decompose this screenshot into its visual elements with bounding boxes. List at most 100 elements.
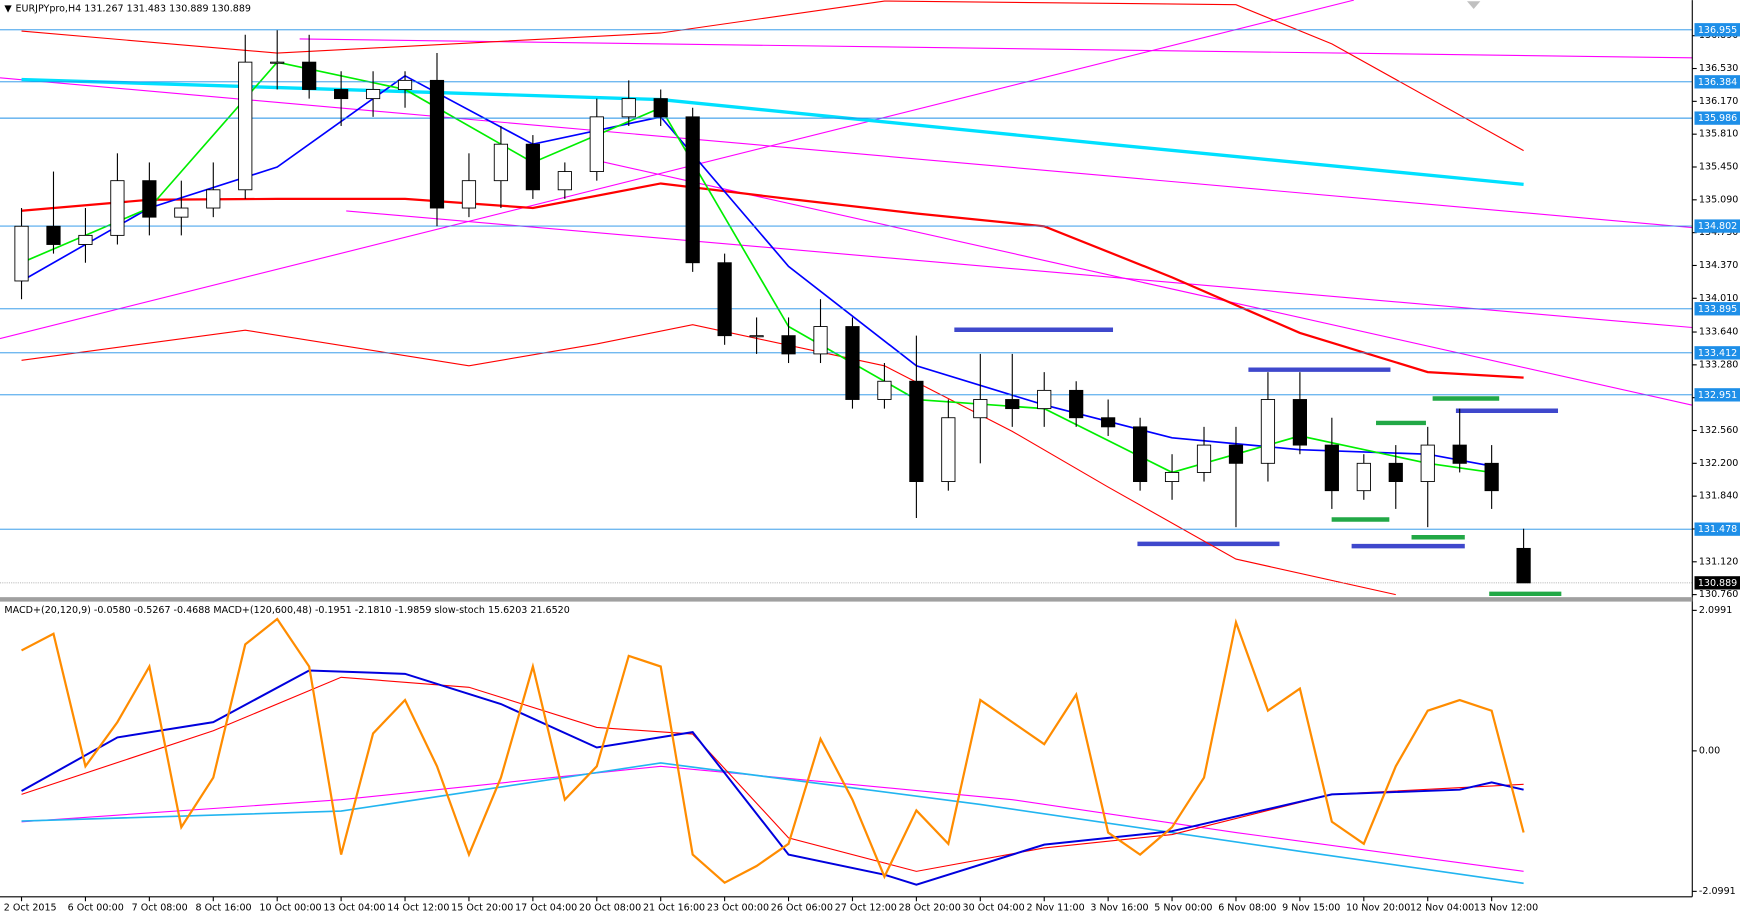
- y-tick-label: 2.0991: [1699, 605, 1732, 616]
- candle-body: [1388, 462, 1403, 483]
- level-label: 131.478: [1698, 524, 1737, 535]
- level-label: 136.955: [1698, 25, 1737, 36]
- y-tick-label: 131.840: [1699, 491, 1738, 502]
- level-label: 135.986: [1698, 113, 1737, 124]
- chart-title: EURJPYpro,H4 131.267 131.483 130.889 130…: [16, 4, 251, 15]
- candle-body: [973, 399, 988, 419]
- y-tick-label: 130.760: [1699, 589, 1738, 600]
- candle-body: [302, 61, 317, 90]
- candle-body: [685, 116, 700, 264]
- candle-body: [749, 335, 764, 338]
- candle-body: [429, 79, 445, 209]
- indicator-line: [21, 617, 1525, 885]
- x-tick-label: 30 Oct 04:00: [963, 902, 1025, 913]
- y-tick-label: 134.010: [1699, 293, 1738, 304]
- candle-body: [845, 326, 860, 400]
- candle-body: [1164, 471, 1180, 483]
- indicator-line: [21, 676, 1524, 872]
- candle-body: [1356, 462, 1371, 492]
- candle-body: [270, 61, 285, 64]
- indicator-title: MACD+(20,120,9) -0.0580 -0.5267 -0.4688 …: [4, 605, 569, 616]
- level-label-box: [1694, 111, 1740, 125]
- x-tick-label: 9 Nov 15:00: [1282, 902, 1340, 913]
- level-label: 132.951: [1698, 390, 1737, 401]
- x-tick-label: 6 Nov 08:00: [1218, 902, 1276, 913]
- x-tick-label: 13 Oct 04:00: [323, 902, 385, 913]
- x-tick-label: 2 Oct 2015: [4, 902, 57, 913]
- x-tick-label: 5 Nov 00:00: [1154, 902, 1212, 913]
- level-label-box: [1694, 219, 1740, 233]
- candle-body: [941, 417, 956, 483]
- last-price-label: 130.889: [1698, 578, 1737, 589]
- level-label: 136.384: [1698, 77, 1737, 88]
- x-tick-label: 15 Oct 20:00: [451, 902, 513, 913]
- level-label-box: [1694, 75, 1740, 89]
- x-tick-label: 13 Nov 12:00: [1474, 902, 1538, 913]
- candle-body: [78, 234, 93, 245]
- dropdown-icon[interactable]: ▼: [4, 4, 12, 15]
- x-tick-label: 21 Oct 16:00: [643, 902, 705, 913]
- candle-body: [238, 61, 253, 191]
- candle-body: [206, 189, 221, 209]
- x-tick-label: 17 Oct 04:00: [515, 902, 577, 913]
- candle-body: [174, 207, 189, 218]
- y-tick-label: 135.450: [1699, 161, 1738, 172]
- x-tick-label: 20 Oct 08:00: [579, 902, 641, 913]
- indicator-line: [21, 762, 1524, 885]
- trendline: [299, 38, 1693, 59]
- level-label-box: [1694, 23, 1740, 37]
- trendline: [599, 160, 1693, 406]
- x-tick-label: 27 Oct 12:00: [835, 902, 897, 913]
- candle-body: [781, 335, 796, 355]
- trendline: [0, 0, 1354, 340]
- candle-body: [813, 326, 828, 355]
- y-tick-label: 134.370: [1699, 260, 1738, 271]
- trendline: [346, 210, 1693, 329]
- candle-body: [557, 171, 572, 191]
- x-tick-label: 2 Nov 11:00: [1026, 902, 1084, 913]
- y-tick-label: 133.280: [1699, 359, 1738, 370]
- level-label-box: [1694, 388, 1740, 402]
- y-tick-label: 135.810: [1699, 129, 1738, 140]
- candle-body: [1037, 389, 1052, 410]
- x-tick-label: 8 Oct 16:00: [196, 902, 252, 913]
- level-label: 133.412: [1698, 348, 1737, 359]
- candle-body: [1420, 444, 1435, 483]
- y-tick-label: 135.090: [1699, 194, 1738, 205]
- y-tick-label: -2.0991: [1699, 886, 1736, 897]
- candle-body: [877, 380, 892, 400]
- candle-body: [1452, 444, 1467, 464]
- candle-body: [1516, 547, 1531, 584]
- candle-body: [110, 180, 125, 236]
- x-tick-label: 7 Oct 08:00: [132, 902, 188, 913]
- y-tick-label: 132.200: [1699, 458, 1738, 469]
- candle-body: [493, 143, 509, 182]
- y-tick-label: 136.170: [1699, 96, 1738, 107]
- panel-divider: [0, 597, 1693, 602]
- x-tick-label: 23 Oct 00:00: [707, 902, 769, 913]
- y-tick-label: 133.640: [1699, 327, 1738, 338]
- candle-body: [46, 225, 61, 245]
- x-tick-label: 14 Oct 12:00: [387, 902, 449, 913]
- trendline: [0, 77, 1693, 229]
- level-label-box: [1694, 346, 1740, 360]
- candle-body: [1101, 417, 1116, 428]
- shift-marker: [1467, 1, 1481, 10]
- candle-body: [365, 89, 381, 100]
- level-label: 134.802: [1698, 221, 1737, 232]
- y-tick-label: 136.530: [1699, 63, 1738, 74]
- level-label-box: [1694, 522, 1740, 536]
- candle-body: [621, 98, 636, 118]
- candle-body: [397, 79, 413, 90]
- x-tick-label: 6 Oct 00:00: [68, 902, 124, 913]
- x-tick-label: 26 Oct 06:00: [771, 902, 833, 913]
- y-tick-label: 131.120: [1699, 556, 1738, 567]
- candle-body: [717, 262, 732, 337]
- x-tick-label: 10 Oct 00:00: [259, 902, 321, 913]
- candle-body: [461, 180, 477, 209]
- candle-body: [1132, 426, 1148, 483]
- candle-body: [653, 98, 668, 118]
